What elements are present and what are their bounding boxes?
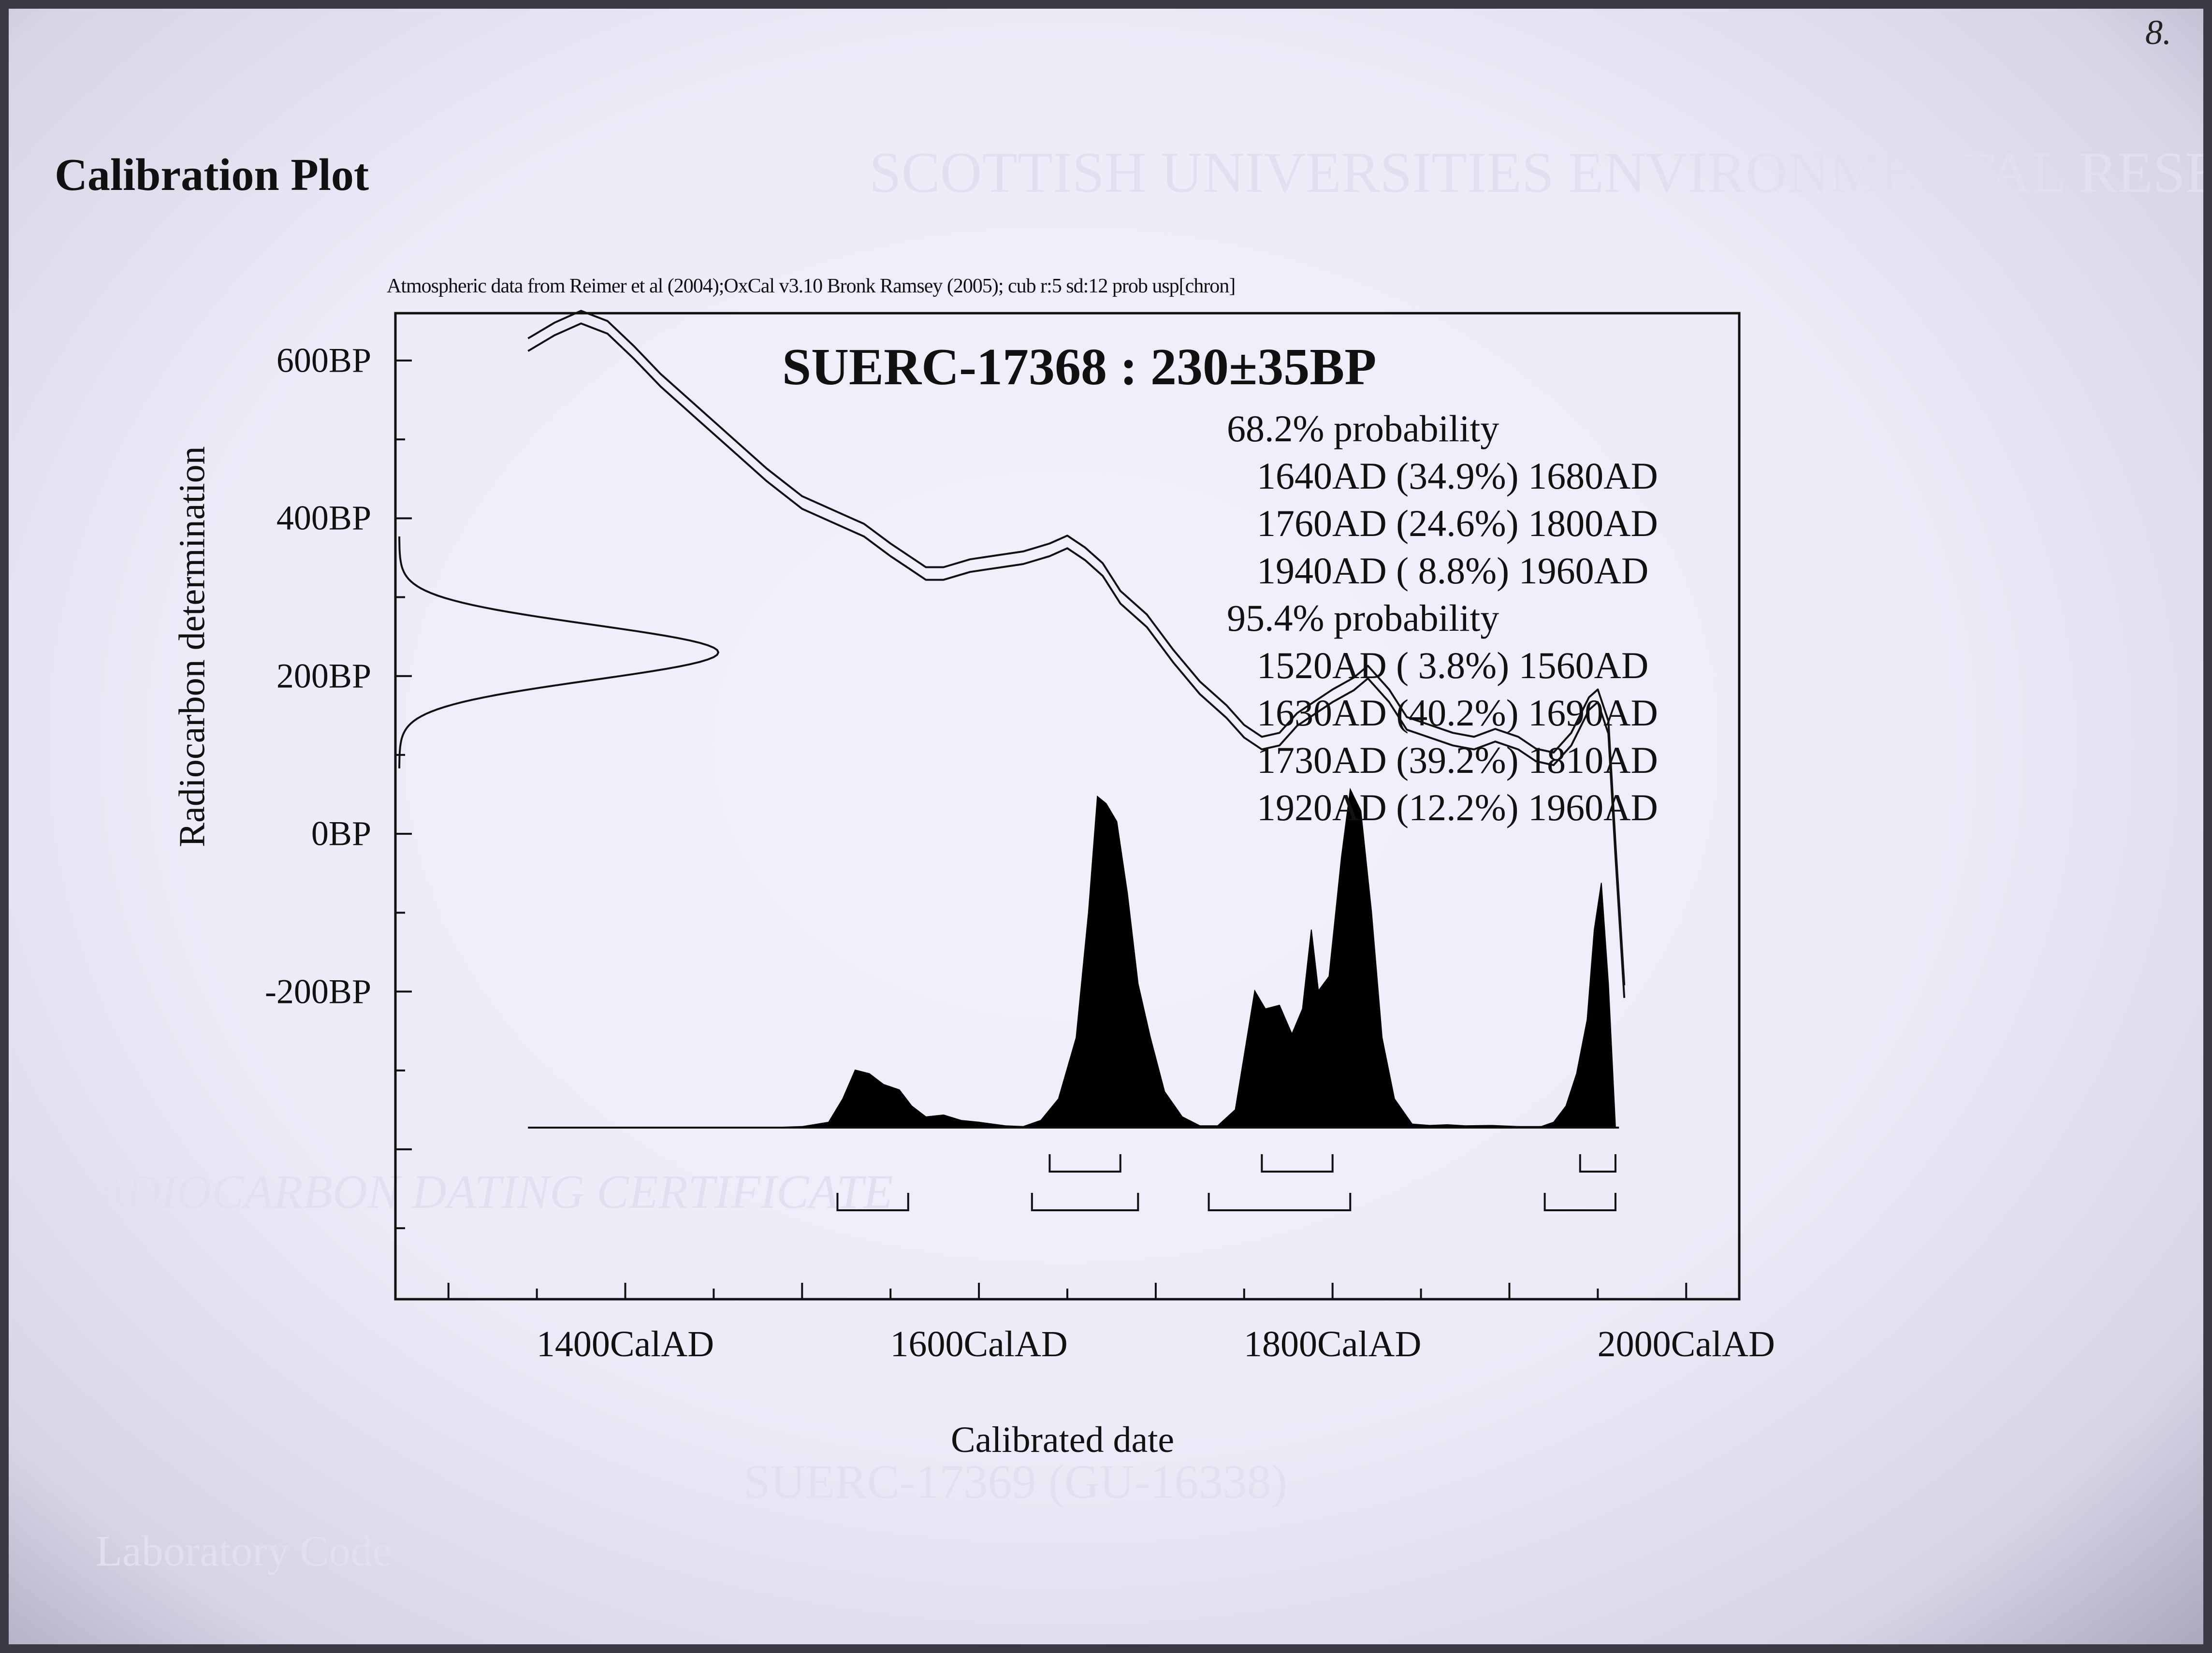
range-to: 1560AD: [1518, 644, 1649, 686]
range-from: 1520AD: [1257, 644, 1387, 686]
y-tick-label: -200BP: [264, 972, 371, 1011]
range-68-1: 1640AD (34.9%) 1680AD: [1257, 452, 1658, 500]
range-from: 1730AD: [1257, 739, 1387, 781]
range-95-2: 1630AD (40.2%) 1690AD: [1257, 689, 1658, 737]
probability-95-header: 95.4% probability: [1227, 597, 1499, 639]
range-95-4: 1920AD (12.2%) 1960AD: [1257, 784, 1658, 831]
determination-gaussian: [398, 536, 720, 768]
range-pct: (34.9%): [1396, 455, 1519, 497]
calibration-curve-upper: [527, 310, 1626, 986]
range-brackets: [836, 1154, 1616, 1211]
range-pct: ( 3.8%): [1396, 644, 1510, 686]
faint-lab-code-value: SUERC-17369 (GU-16338): [743, 1455, 1287, 1508]
faint-certificate-heading: RADIOCARBON DATING CERTIFICATE: [67, 1165, 893, 1218]
bracket-95: [1543, 1193, 1616, 1211]
calibration-plot: [394, 310, 1741, 1301]
probability-ranges: 68.2% probability 1640AD (34.9%) 1680AD …: [1227, 405, 1658, 831]
x-tick-label: 1600CalAD: [890, 1324, 1068, 1364]
y-tick-label: 0BP: [311, 814, 371, 853]
range-pct: ( 8.8%): [1396, 550, 1510, 592]
y-tick-label: 400BP: [276, 498, 371, 537]
faint-letterhead-background: SCOTTISH UNIVERSITIES ENVIRONMENTAL RESE…: [9, 9, 2203, 1644]
scanned-sheet: SCOTTISH UNIVERSITIES ENVIRONMENTAL RESE…: [9, 9, 2203, 1644]
range-pct: (40.2%): [1396, 692, 1519, 734]
y-axis-ticks: [395, 359, 412, 1230]
probability-area: [528, 787, 1616, 1128]
range-68-2: 1760AD (24.6%) 1800AD: [1257, 500, 1658, 547]
range-from: 1760AD: [1257, 502, 1387, 544]
bracket-68: [1579, 1154, 1616, 1173]
x-axis-ticks: [447, 1283, 1688, 1299]
corner-handwritten-mark: 8.: [2145, 13, 2171, 52]
range-to: 1690AD: [1528, 692, 1658, 734]
range-pct: (24.6%): [1396, 502, 1519, 544]
radiocarbon-determination-curve: [398, 536, 720, 768]
y-tick-label: 200BP: [276, 656, 371, 696]
x-tick-label: 2000CalAD: [1597, 1324, 1775, 1364]
range-95-3: 1730AD (39.2%) 1810AD: [1257, 737, 1658, 784]
probability-distribution: [528, 787, 1619, 1129]
bracket-95: [1208, 1193, 1352, 1211]
source-note: Atmospheric data from Reimer et al (2004…: [387, 275, 1236, 297]
range-95-1: 1520AD ( 3.8%) 1560AD: [1257, 642, 1658, 689]
x-tick-label: 1400CalAD: [536, 1324, 714, 1364]
page-title: Calibration Plot: [55, 150, 369, 200]
x-axis-label: Calibrated date: [950, 1420, 1175, 1460]
bracket-68: [1261, 1154, 1334, 1173]
range-pct: (39.2%): [1396, 739, 1519, 781]
probability-68-header: 68.2% probability: [1227, 407, 1499, 450]
range-68-3: 1940AD ( 8.8%) 1960AD: [1257, 547, 1658, 594]
y-tick-label: 600BP: [276, 341, 371, 380]
bracket-95: [836, 1193, 909, 1211]
range-from: 1940AD: [1257, 550, 1387, 592]
chart-title: SUERC-17368 : 230±35BP: [782, 338, 1377, 396]
range-from: 1640AD: [1257, 455, 1387, 497]
range-from: 1920AD: [1257, 786, 1387, 828]
range-to: 1800AD: [1528, 502, 1658, 544]
faint-lab-code-label: Laboratory Code: [96, 1527, 392, 1575]
x-tick-label: 1800CalAD: [1244, 1324, 1422, 1364]
faint-institution-name: SCOTTISH UNIVERSITIES ENVIRONMENTAL RESE…: [869, 140, 2203, 204]
calibration-curve-lower: [527, 322, 1626, 998]
range-from: 1630AD: [1257, 692, 1387, 734]
range-to: 1960AD: [1518, 550, 1649, 592]
y-axis-label: Radiocarbon determination: [172, 446, 213, 847]
calibration-curve: [527, 310, 1626, 998]
range-pct: (12.2%): [1396, 786, 1519, 828]
range-to: 1680AD: [1528, 455, 1658, 497]
bracket-95: [1031, 1193, 1139, 1211]
range-to: 1960AD: [1528, 786, 1658, 828]
range-to: 1810AD: [1528, 739, 1658, 781]
bracket-68: [1048, 1154, 1121, 1173]
